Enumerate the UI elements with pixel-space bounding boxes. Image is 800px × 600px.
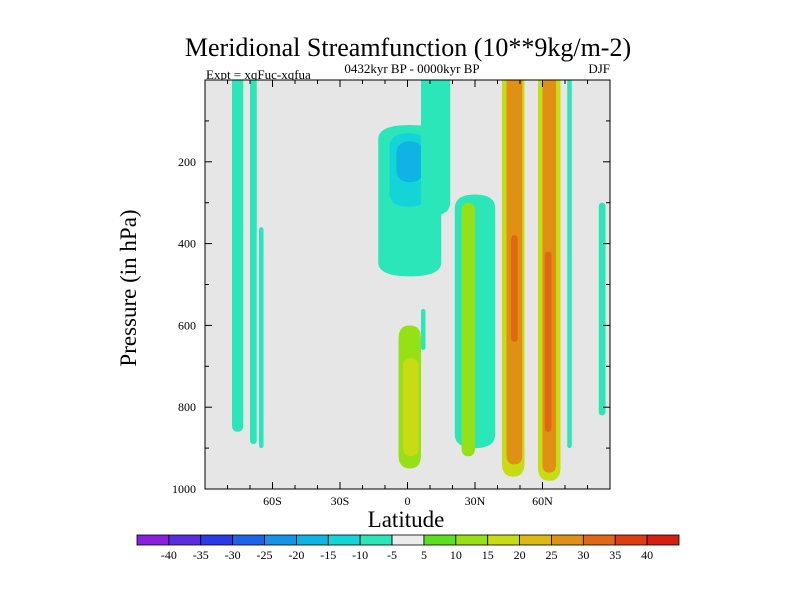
plot-area <box>204 79 611 490</box>
contour-orange-core-45N <box>511 235 518 342</box>
colorbar-box <box>327 534 361 546</box>
contour-orange-core-60N <box>544 251 552 432</box>
x-tick-label: 0 <box>405 494 411 508</box>
colorbar-box <box>519 534 552 546</box>
contour-green-lobe-eq-core <box>403 358 419 457</box>
colorbar-box <box>359 534 393 546</box>
colorbar-label: -15 <box>320 548 336 562</box>
colorbar-label: -25 <box>257 548 273 562</box>
colorbar-label: 5 <box>421 548 427 562</box>
plot-frame <box>204 79 611 490</box>
colorbar-labels: -40 -35 -30 -25 -20 -15 -10 -5 5 10 15 20 25 30 35 40 <box>161 548 653 562</box>
colorbar-box <box>136 534 170 546</box>
x-tick-label: 30S <box>331 494 350 508</box>
colorbar-box <box>264 534 297 546</box>
colorbar-label: 25 <box>545 548 557 562</box>
contour-cyan-top-eq <box>421 80 451 215</box>
x-tick-label: 60S <box>263 494 282 508</box>
contour-fills <box>232 80 606 481</box>
colorbar-box <box>614 534 648 546</box>
colorbar-label: 15 <box>482 548 494 562</box>
colorbar-box <box>487 534 520 546</box>
y-tick-label: 1000 <box>172 482 196 496</box>
colorbar-label: -40 <box>161 548 177 562</box>
colorbar-label: 20 <box>514 548 526 562</box>
colorbar-label: 10 <box>450 548 462 562</box>
contour-cyan-band-72S <box>232 80 244 432</box>
colorbar-box <box>423 534 457 546</box>
chart-title: Meridional Streamfunction (10**9kg/m-2) <box>185 33 631 62</box>
contour-cyan-band-85N <box>598 202 606 416</box>
y-tick-label: 400 <box>178 237 196 251</box>
contour-cyan-band-64S <box>259 227 264 449</box>
contour-cyan-band-67S <box>250 80 257 445</box>
season-label: DJF <box>588 61 610 76</box>
colorbar-label: -10 <box>352 548 368 562</box>
chart-subtitle: 0432kyr BP - 0000kyr BP <box>344 61 479 76</box>
colorbar-box <box>582 534 616 546</box>
colorbar-box <box>551 534 584 546</box>
colorbar-label: 35 <box>609 548 621 562</box>
colorbar-box <box>646 534 680 546</box>
y-tick-label: 200 <box>178 155 196 169</box>
contour-green-band-27N <box>461 202 475 457</box>
colorbar-label: -35 <box>193 548 209 562</box>
colorbar-label: -5 <box>387 548 397 562</box>
contour-core-blue-eq <box>396 141 424 183</box>
experiment-label: Expt = xqFuc-xqfua <box>206 67 311 82</box>
x-tick-labels: 60S 30S 0 30N 60N <box>263 494 553 508</box>
colorbar-label: -30 <box>225 548 241 562</box>
colorbar-label: 40 <box>641 548 653 562</box>
colorbar-box <box>200 534 234 546</box>
y-tick-label: 800 <box>178 400 196 414</box>
axis-ticks <box>205 80 610 489</box>
y-tick-label: 600 <box>178 318 196 332</box>
contour-cyan-strip-eq <box>421 309 426 350</box>
x-tick-label: 60N <box>532 494 553 508</box>
colorbar <box>136 534 680 546</box>
y-axis-label: Pressure (in hPa) <box>116 209 141 366</box>
x-tick-label: 30N <box>465 494 486 508</box>
colorbar-box <box>391 534 425 546</box>
x-axis-label: Latitude <box>368 507 445 532</box>
colorbar-box <box>296 534 329 546</box>
colorbar-box <box>168 534 202 546</box>
colorbar-box <box>455 534 489 546</box>
contour-cyan-band-72N <box>567 80 572 449</box>
colorbar-label: 30 <box>577 548 589 562</box>
colorbar-box <box>232 534 265 546</box>
y-tick-labels: 200 400 600 800 1000 <box>172 155 196 496</box>
colorbar-label: -20 <box>288 548 304 562</box>
